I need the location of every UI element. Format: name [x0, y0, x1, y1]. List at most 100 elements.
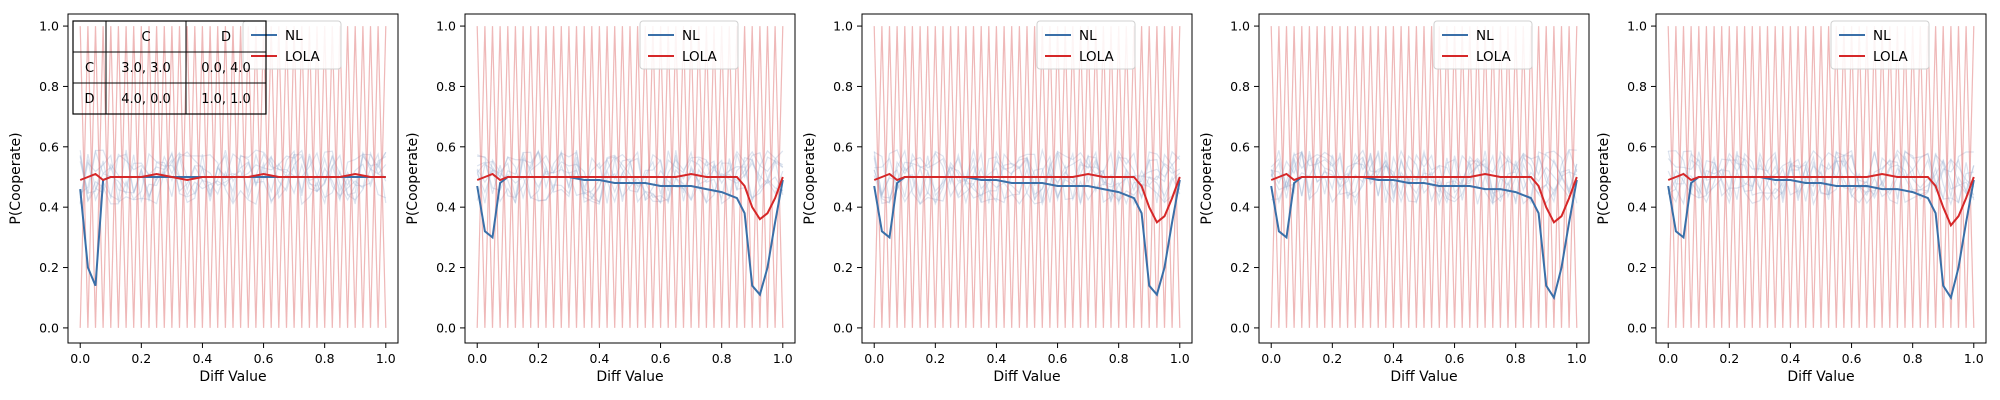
plot-area [79, 26, 387, 328]
nl-run-trace [873, 150, 1181, 205]
axes-frame [464, 13, 796, 344]
x-tick-label: 0.8 [1903, 351, 1923, 366]
x-tick-label: 0.2 [925, 351, 945, 366]
legend-label-nl: NL [285, 28, 303, 44]
table-border [72, 20, 267, 115]
legend-label-nl: NL [1873, 28, 1891, 44]
y-tick-label: 0.4 [39, 200, 59, 215]
lola-run-trace [1270, 26, 1578, 328]
y-tick-label: 0.4 [1627, 200, 1647, 215]
x-tick-label: 0.2 [528, 351, 548, 366]
chart-panel-1: 0.0 0.2 0.4 0.6 0.8 1.0 0.0 0.2 0.4 0.6 0.8 1.0 Diff… [8, 13, 399, 385]
x-tick-label: 0.0 [1658, 351, 1678, 366]
axes-frame [67, 13, 399, 344]
lola-run-trace [79, 26, 387, 328]
plot-area [873, 26, 1181, 328]
x-tick-label: 0.2 [1322, 351, 1342, 366]
y-tick-label: 0.8 [1230, 79, 1250, 94]
table-cell: 0.0, 4.0 [201, 61, 251, 76]
x-tick-label: 0.6 [1842, 351, 1862, 366]
lola-run-trace [79, 26, 387, 328]
y-tick-label: 1.0 [1627, 19, 1647, 34]
lola-run-trace [79, 26, 387, 328]
nl-run-trace [1667, 149, 1975, 205]
nl-run-trace [874, 149, 1181, 206]
axes-frame [1258, 13, 1590, 344]
legend-label-lola: LOLA [285, 49, 320, 65]
nl-run-trace [1667, 150, 1975, 201]
plot-area [1270, 26, 1578, 328]
nl-run-trace [79, 151, 387, 204]
table-cell: D [84, 92, 94, 107]
legend-label-nl: NL [1476, 28, 1494, 44]
nl-run-trace [1270, 149, 1578, 207]
y-tick-label: 0.0 [1230, 320, 1250, 335]
nl-run-trace [1270, 150, 1578, 205]
nl-run-trace [1270, 151, 1578, 200]
y-tick-label: 0.2 [1627, 260, 1647, 275]
legend-label-lola: LOLA [682, 49, 717, 65]
y-tick-label: 1.0 [833, 19, 853, 34]
legend: NL LOLA [1830, 20, 1930, 70]
x-tick-label: 0.4 [589, 351, 609, 366]
legend-label-lola: LOLA [1079, 49, 1114, 65]
series-line-lola [1667, 172, 1975, 228]
chart-panel-2: 0.0 0.2 0.4 0.6 0.8 1.0 0.0 0.2 0.4 0.6 0.8 1.0 Diff… [405, 13, 796, 385]
x-tick-label: 1.0 [1170, 351, 1190, 366]
x-tick-label: 0.0 [864, 351, 884, 366]
series-line-lola [1270, 172, 1578, 224]
y-tick-label: 1.0 [1230, 19, 1250, 34]
y-axis-label: P(Cooperate) [8, 132, 24, 224]
nl-run-trace [476, 150, 783, 205]
nl-run-trace [476, 150, 784, 204]
nl-run-trace [477, 150, 784, 205]
x-tick-label: 1.0 [376, 351, 396, 366]
nl-run-trace [79, 151, 387, 205]
x-tick-label: 0.0 [70, 351, 90, 366]
y-tick-label: 0.2 [833, 260, 853, 275]
lola-run-trace [1667, 26, 1975, 328]
lola-run-trace [476, 26, 784, 328]
lola-run-trace [476, 26, 784, 328]
nl-run-trace [1270, 149, 1578, 205]
x-tick-label: 0.2 [1719, 351, 1739, 366]
x-tick-label: 1.0 [1964, 351, 1984, 366]
x-axis-label: Diff Value [596, 369, 663, 385]
legend-label-lola: LOLA [1873, 49, 1908, 65]
y-tick-label: 0.6 [833, 139, 853, 154]
lola-run-trace [1667, 26, 1975, 328]
nl-run-trace [1668, 150, 1974, 205]
nl-run-trace [873, 147, 1181, 206]
y-tick-label: 0.6 [1627, 139, 1647, 154]
y-tick-label: 0.8 [39, 79, 59, 94]
x-tick-label: 0.4 [192, 351, 212, 366]
y-tick-label: 0.0 [436, 320, 456, 335]
legend-label-lola: LOLA [1476, 49, 1511, 65]
y-tick-label: 0.6 [39, 139, 59, 154]
chart-panel-5: 0.0 0.2 0.4 0.6 0.8 1.0 0.0 0.2 0.4 0.6 0.8 1.0 Diff… [1596, 13, 1987, 385]
series-line-nl [1667, 176, 1975, 301]
nl-run-trace [79, 150, 387, 206]
axes-frame [1655, 13, 1987, 344]
y-axis-label: P(Cooperate) [802, 132, 818, 224]
y-tick-label: 0.2 [39, 260, 59, 275]
lola-run-trace [476, 26, 784, 328]
legend: NL LOLA [1036, 20, 1136, 70]
legend-label-nl: NL [682, 28, 700, 44]
legend: NL LOLA [242, 20, 342, 70]
y-tick-label: 0.8 [1627, 79, 1647, 94]
x-tick-label: 0.0 [467, 351, 487, 366]
series-line-lola [476, 172, 784, 221]
x-axis-label: Diff Value [1390, 369, 1457, 385]
x-tick-label: 0.8 [1506, 351, 1526, 366]
lola-run-trace [873, 26, 1181, 328]
nl-run-trace [79, 149, 387, 205]
lola-run-trace [1270, 26, 1578, 328]
x-tick-label: 0.0 [1261, 351, 1281, 366]
y-axis-label: P(Cooperate) [1199, 132, 1215, 224]
nl-run-trace [873, 150, 1181, 207]
x-axis-label: Diff Value [199, 369, 266, 385]
lola-run-trace [476, 26, 784, 328]
lola-run-trace [1270, 26, 1578, 328]
